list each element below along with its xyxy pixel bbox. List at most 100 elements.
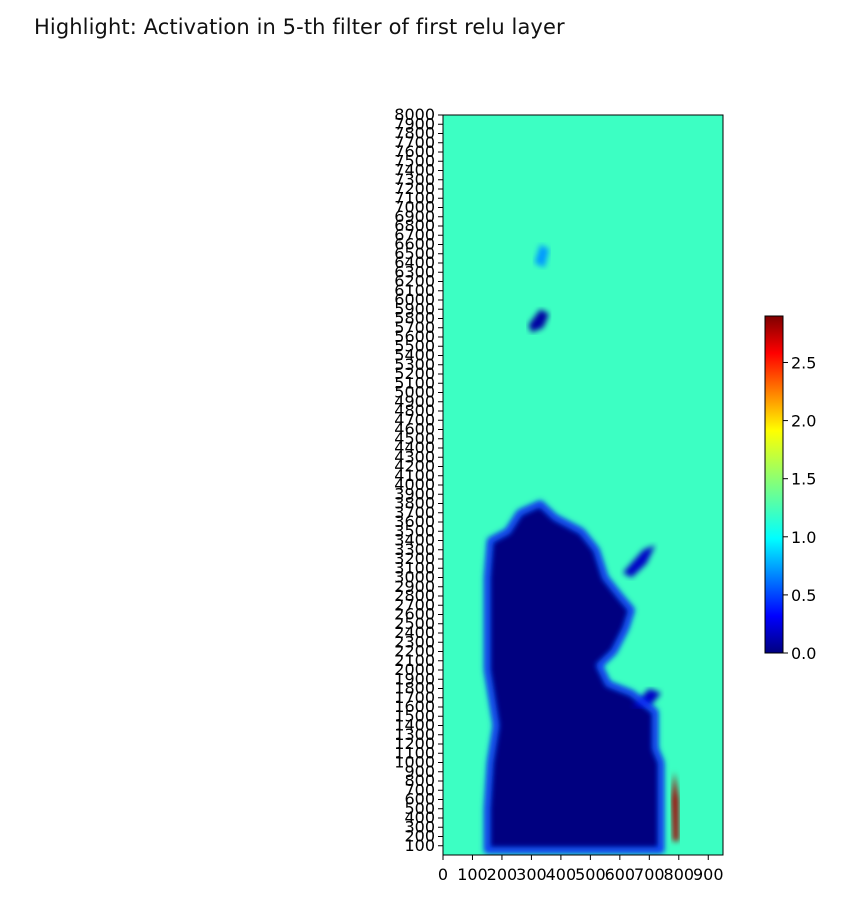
y-tick-label: 7800	[394, 124, 435, 143]
y-tick-label: 2500	[394, 614, 435, 633]
y-tick-label: 3300	[394, 540, 435, 559]
y-tick-label: 6000	[394, 290, 435, 309]
x-tick-label: 400	[546, 865, 577, 884]
y-tick-label: 4000	[394, 475, 435, 494]
y-tick-label: 800	[404, 771, 435, 790]
heatmap-region-3	[622, 545, 656, 578]
colorbar-tick-label: 0.0	[791, 644, 816, 663]
y-tick-label: 5400	[394, 346, 435, 365]
y-tick-label: 2300	[394, 632, 435, 651]
y-tick-label: 7100	[394, 188, 435, 207]
y-tick-label: 5900	[394, 299, 435, 318]
y-tick-label: 2800	[394, 586, 435, 605]
y-tick-label: 5500	[394, 336, 435, 355]
y-tick-label: 3500	[394, 521, 435, 540]
y-tick-label: 500	[404, 799, 435, 818]
x-tick-label: 900	[693, 865, 724, 884]
y-tick-label: 1100	[394, 743, 435, 762]
y-tick-label: 2600	[394, 605, 435, 624]
y-tick-label: 1400	[394, 716, 435, 735]
y-tick-label: 6500	[394, 244, 435, 263]
y-tick-label: 4100	[394, 466, 435, 485]
y-tick-label: 5600	[394, 327, 435, 346]
y-tick-label: 2200	[394, 642, 435, 661]
y-tick-label: 1800	[394, 679, 435, 698]
y-tick-label: 1200	[394, 734, 435, 753]
y-tick-label: 1700	[394, 688, 435, 707]
y-tick-label: 7700	[394, 133, 435, 152]
y-tick-label: 6700	[394, 225, 435, 244]
y-tick-label: 4300	[394, 447, 435, 466]
y-tick-label: 7600	[394, 142, 435, 161]
y-tick-label: 4900	[394, 392, 435, 411]
x-tick-label: 600	[605, 865, 636, 884]
y-tick-label: 4600	[394, 420, 435, 439]
y-tick-label: 2100	[394, 651, 435, 670]
y-tick-label: 5100	[394, 373, 435, 392]
y-tick-label: 700	[404, 780, 435, 799]
y-tick-label: 6200	[394, 272, 435, 291]
y-tick-label: 900	[404, 762, 435, 781]
colorbar-tick-label: 2.5	[791, 353, 816, 372]
y-tick-label: 2700	[394, 595, 435, 614]
y-tick-label: 5300	[394, 355, 435, 374]
colorbar: 0.0 0.5 1.0 1.5 2.0 2.5	[764, 315, 816, 663]
y-tick-label: 7200	[394, 179, 435, 198]
y-tick-label: 3400	[394, 531, 435, 550]
y-tick-label: 5800	[394, 309, 435, 328]
x-tick-label: 800	[664, 865, 695, 884]
y-tick-label: 2400	[394, 623, 435, 642]
y-tick-label: 7000	[394, 198, 435, 217]
y-tick-label: 3600	[394, 512, 435, 531]
heatmap-region-halo	[484, 499, 665, 854]
y-tick-label: 400	[404, 808, 435, 827]
y-tick-label: 2900	[394, 577, 435, 596]
y-tick-label: 3900	[394, 484, 435, 503]
x-tick-label: 200	[487, 865, 518, 884]
colorbar-tick-label: 2.0	[791, 412, 816, 431]
x-tick-label: 100	[457, 865, 488, 884]
y-tick-label: 6800	[394, 216, 435, 235]
heatmap-region-1	[528, 309, 550, 333]
y-tick-label: 4200	[394, 457, 435, 476]
y-tick-label: 3100	[394, 558, 435, 577]
y-tick-label: 3000	[394, 568, 435, 587]
y-tick-label: 6900	[394, 207, 435, 226]
colorbar-tick-label: 1.0	[791, 528, 816, 547]
y-tick-label: 1900	[394, 669, 435, 688]
colorbar-tick-label: 0.5	[791, 586, 816, 605]
y-tick-label: 7500	[394, 151, 435, 170]
y-tick-label: 4400	[394, 438, 435, 457]
y-axis: 1002003004005006007008009001000110012001…	[394, 105, 443, 855]
y-tick-label: 3200	[394, 549, 435, 568]
colorbar-tick-label: 1.5	[791, 470, 816, 489]
y-tick-label: 5700	[394, 318, 435, 337]
heatmap-region-2	[534, 244, 550, 268]
heatmap-region-5	[671, 771, 679, 842]
y-tick-label: 7900	[394, 114, 435, 133]
y-tick-label: 1300	[394, 725, 435, 744]
colorbar-gradient	[764, 315, 784, 654]
y-tick-label: 7400	[394, 161, 435, 180]
y-tick-label: 1600	[394, 697, 435, 716]
y-tick-label: 3700	[394, 503, 435, 522]
y-tick-label: 5000	[394, 383, 435, 402]
x-tick-label: 500	[575, 865, 606, 884]
y-tick-label: 4800	[394, 401, 435, 420]
y-tick-label: 8000	[394, 105, 435, 124]
y-tick-label: 3800	[394, 494, 435, 513]
y-tick-label: 600	[404, 790, 435, 809]
heatmap-region-0	[487, 503, 662, 851]
x-tick-label: 0	[438, 865, 448, 884]
y-tick-label: 100	[404, 836, 435, 855]
y-tick-label: 1000	[394, 753, 435, 772]
y-tick-label: 6400	[394, 253, 435, 272]
y-tick-label: 4500	[394, 429, 435, 448]
y-tick-label: 6300	[394, 262, 435, 281]
y-tick-label: 200	[404, 827, 435, 846]
y-tick-label: 6600	[394, 235, 435, 254]
y-tick-label: 4700	[394, 410, 435, 429]
